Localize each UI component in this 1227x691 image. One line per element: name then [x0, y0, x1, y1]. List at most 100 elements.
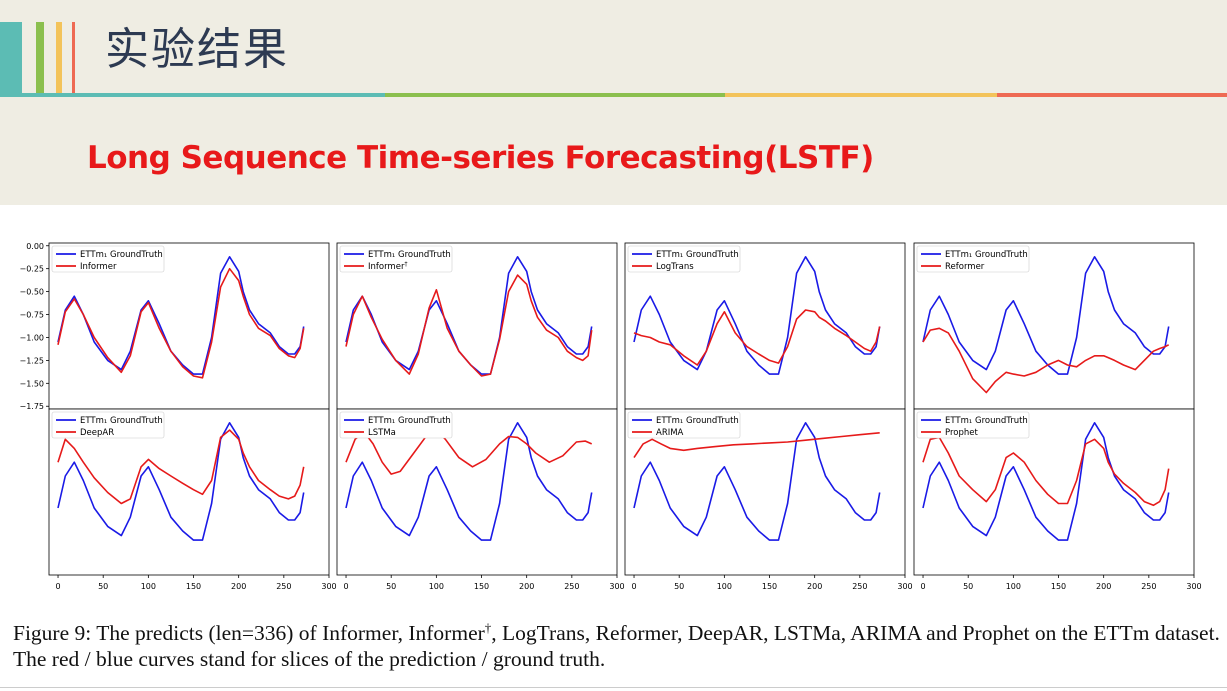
legend-label-prediction: LSTMa — [368, 428, 396, 438]
accent-bar-red — [72, 22, 75, 95]
prediction-line — [57, 267, 305, 379]
x-tick-label: 200 — [1096, 582, 1111, 591]
caption-prefix: Figure 9: The predicts (len=336) of Info… — [13, 621, 485, 646]
bottom-divider — [0, 687, 1227, 688]
ground-truth-line — [345, 422, 593, 541]
plot-panel-3: ETTm₁ GroundTruth LogTrans — [624, 242, 906, 410]
x-tick-label: 0 — [55, 582, 60, 591]
legend-label-prediction: Informer† — [368, 261, 407, 272]
legend-label-groundtruth: ETTm₁ GroundTruth — [80, 250, 163, 260]
legend-box — [51, 245, 165, 273]
x-tick-label: 50 — [963, 582, 973, 591]
legend-box — [916, 411, 1030, 439]
x-tick-label: 50 — [98, 582, 108, 591]
x-tick-label: 150 — [186, 582, 201, 591]
x-tick-label: 0 — [920, 582, 925, 591]
plot-panel-1: ETTm₁ GroundTruth Informer 0.00 −0.25 −0.50 −… — [19, 242, 330, 411]
slide-header: 实验结果 Long Sequence Time-series Forecasti… — [0, 0, 1227, 205]
plot-panel-8: ETTm₁ GroundTruth Prophet 0 50 100 150 200 250 3… — [913, 408, 1202, 591]
x-tick-label: 100 — [141, 582, 156, 591]
plot-panel-6: ETTm₁ GroundTruth LSTMa 0 50 100 150 200 250 300 — [336, 408, 625, 591]
x-tick-label: 0 — [343, 582, 348, 591]
legend-label-prediction: LogTrans — [656, 262, 694, 272]
legend-label-groundtruth: ETTm₁ GroundTruth — [656, 250, 739, 260]
legend-box — [51, 411, 165, 439]
slide-subtitle: Long Sequence Time-series Forecasting(LS… — [87, 140, 874, 176]
x-tick-label: 200 — [519, 582, 534, 591]
x-tick-label: 300 — [321, 582, 336, 591]
prediction-line — [922, 436, 1170, 507]
y-tick-label: −0.25 — [19, 265, 44, 274]
legend-label-groundtruth: ETTm₁ GroundTruth — [945, 416, 1028, 426]
x-tick-label: 100 — [1006, 582, 1021, 591]
prediction-line — [345, 274, 593, 377]
legend-label-groundtruth: ETTm₁ GroundTruth — [80, 416, 163, 426]
accent-bar-yellow — [56, 22, 62, 95]
x-tick-label: 300 — [897, 582, 912, 591]
x-tick-label: 300 — [1186, 582, 1201, 591]
x-tick-label: 0 — [631, 582, 636, 591]
prediction-line — [345, 429, 593, 475]
x-tick-label: 50 — [674, 582, 684, 591]
y-tick-label: −0.50 — [19, 288, 44, 297]
x-tick-label: 50 — [386, 582, 396, 591]
forecast-plots-figure: ETTm₁ GroundTruth Informer 0.00 −0.25 −0.50 −… — [19, 242, 1202, 591]
x-tick-label: 100 — [717, 582, 732, 591]
plot-panel-7: ETTm₁ GroundTruth ARIMA 0 50 100 150 200 250 300 — [624, 408, 913, 591]
legend-label-prediction: ARIMA — [656, 428, 684, 438]
legend-label-groundtruth: ETTm₁ GroundTruth — [656, 416, 739, 426]
x-tick-label: 150 — [1051, 582, 1066, 591]
prediction-line — [922, 327, 1170, 394]
rule-segment-yellow — [725, 93, 997, 97]
y-tick-label: 0.00 — [26, 242, 44, 251]
prediction-line — [57, 429, 305, 505]
legend-box — [339, 245, 453, 273]
legend-label-prediction: Prophet — [945, 428, 978, 438]
legend-box — [627, 411, 741, 439]
x-tick-label: 300 — [609, 582, 624, 591]
x-tick-label: 200 — [231, 582, 246, 591]
caption-suffix: , LogTrans, Reformer, DeepAR, LSTMa, ARI… — [13, 621, 1220, 672]
figure-caption: Figure 9: The predicts (len=336) of Info… — [13, 615, 1223, 672]
legend-label-groundtruth: ETTm₁ GroundTruth — [945, 250, 1028, 260]
ground-truth-line — [633, 422, 881, 541]
x-tick-label: 250 — [564, 582, 579, 591]
prediction-line — [633, 432, 880, 459]
ground-truth-line — [922, 422, 1170, 541]
plot-panel-4: ETTm₁ GroundTruth Reformer — [913, 242, 1195, 410]
y-tick-label: −1.75 — [19, 402, 44, 411]
x-tick-label: 100 — [429, 582, 444, 591]
plot-panel-5: ETTm₁ GroundTruth DeepAR 0 50 100 150 200 250 30… — [48, 408, 337, 591]
legend-label-groundtruth: ETTm₁ GroundTruth — [368, 250, 451, 260]
caption-dagger: † — [484, 620, 492, 635]
legend-box — [916, 245, 1030, 273]
y-tick-label: −1.50 — [19, 379, 44, 388]
legend-label-groundtruth: ETTm₁ GroundTruth — [368, 416, 451, 426]
x-tick-label: 150 — [474, 582, 489, 591]
x-tick-label: 200 — [807, 582, 822, 591]
y-tick-label: −1.00 — [19, 333, 44, 342]
y-tick-label: −1.25 — [19, 356, 44, 365]
legend-box — [627, 245, 741, 273]
x-tick-label: 250 — [1141, 582, 1156, 591]
legend-label-prediction: Informer — [80, 262, 117, 272]
accent-bar-teal — [0, 22, 22, 95]
slide-title: 实验结果 — [105, 24, 289, 75]
y-tick-label: −0.75 — [19, 311, 44, 320]
accent-bars — [0, 22, 80, 95]
x-tick-label: 250 — [852, 582, 867, 591]
legend-label-prediction: Reformer — [945, 262, 985, 272]
ground-truth-line — [922, 255, 1170, 375]
rule-segment-red — [997, 93, 1227, 97]
ground-truth-line — [57, 422, 305, 541]
rule-segment-teal — [0, 93, 385, 97]
ground-truth-line — [57, 255, 305, 375]
accent-bar-green — [36, 22, 44, 95]
prediction-line — [633, 309, 881, 366]
rule-segment-green — [385, 93, 725, 97]
x-tick-label: 150 — [762, 582, 777, 591]
x-tick-label: 250 — [276, 582, 291, 591]
legend-box — [339, 411, 453, 439]
legend-label-prediction: DeepAR — [80, 428, 114, 438]
